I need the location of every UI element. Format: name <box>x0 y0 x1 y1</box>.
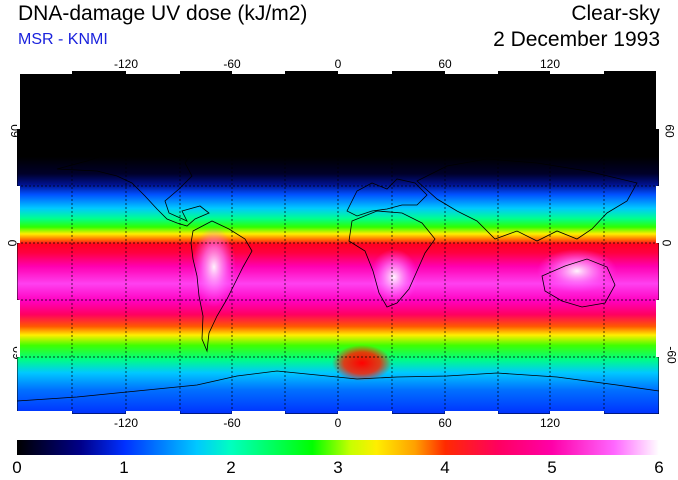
colorbar-tick-5: 5 <box>547 458 557 477</box>
source-credit: MSR - KNMI <box>18 31 108 48</box>
map-title: DNA-damage UV dose (kJ/m2) <box>18 2 308 25</box>
dose-colorbar <box>17 440 659 455</box>
bottom-lon-label-m60: -60 <box>223 416 241 430</box>
date-label: 2 December 1993 <box>493 28 660 51</box>
colorbar-tick-6: 6 <box>654 458 664 477</box>
top-lon-label-m60: -60 <box>223 57 241 71</box>
map-frame <box>17 71 659 414</box>
colorbar-tick-3: 3 <box>333 458 343 477</box>
australia-outline <box>541 258 616 308</box>
southern-africa-hotspot <box>370 249 418 305</box>
antarctic-ozone-hole-feature <box>332 345 392 381</box>
colorbar-tick-2: 2 <box>226 458 236 477</box>
bottom-lon-label-60: 60 <box>438 416 452 430</box>
top-lon-label-120: 120 <box>539 57 561 71</box>
top-lon-label-m120: -120 <box>113 57 139 71</box>
south-america-outline <box>190 220 253 353</box>
bottom-lon-label-m120: -120 <box>113 416 139 430</box>
europe-outline <box>346 178 428 217</box>
colorbar-tick-4: 4 <box>440 458 450 477</box>
sky-condition-label: Clear-sky <box>571 2 660 25</box>
asia-outline <box>416 158 638 242</box>
right-lat-label-0: 0 <box>659 239 674 247</box>
south-america-hotspot <box>192 227 236 307</box>
bottom-lon-label-120: 120 <box>539 416 561 430</box>
north-america-outline <box>56 140 210 227</box>
top-lon-label-0: 0 <box>334 57 342 71</box>
uv-dose-map <box>17 71 659 414</box>
right-lat-label-m60: -60 <box>664 346 678 364</box>
antarctica-outline <box>17 370 659 402</box>
colorbar-tick-1: 1 <box>119 458 129 477</box>
australia-hotspot <box>537 249 617 293</box>
colorbar-tick-0: 0 <box>12 458 22 477</box>
top-lon-label-60: 60 <box>438 57 452 71</box>
bottom-lon-label-0: 0 <box>334 416 342 430</box>
right-lat-label-60: 60 <box>662 124 677 138</box>
coastlines <box>17 140 659 402</box>
graticule <box>17 71 659 414</box>
africa-outline <box>348 210 436 308</box>
